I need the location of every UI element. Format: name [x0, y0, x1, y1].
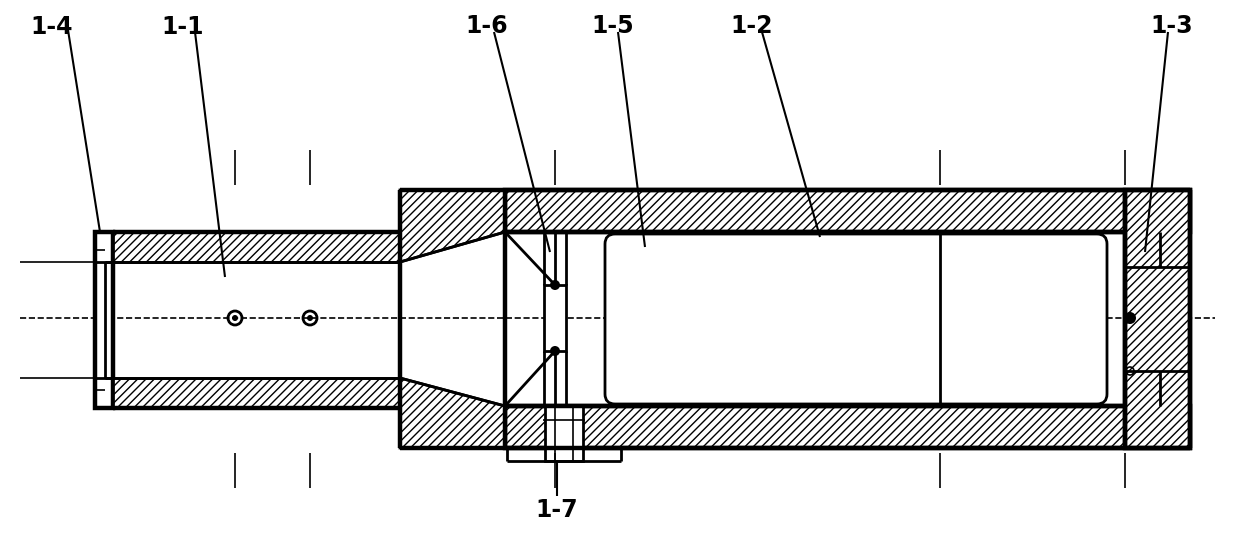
Text: 1-4: 1-4: [30, 15, 72, 39]
Polygon shape: [113, 378, 401, 408]
Circle shape: [1123, 312, 1136, 324]
Polygon shape: [401, 190, 505, 262]
Circle shape: [551, 280, 560, 290]
Text: 1-6: 1-6: [466, 14, 508, 38]
Bar: [546, 406, 583, 461]
Polygon shape: [505, 190, 1190, 232]
Bar: [95, 232, 113, 408]
Circle shape: [551, 346, 560, 356]
Polygon shape: [113, 232, 401, 262]
Text: 1-1: 1-1: [161, 15, 205, 39]
Circle shape: [308, 315, 312, 321]
Circle shape: [232, 315, 238, 321]
Bar: [544, 285, 565, 351]
Polygon shape: [505, 406, 1190, 448]
Polygon shape: [1125, 190, 1190, 448]
Text: 1-2: 1-2: [730, 14, 774, 38]
Polygon shape: [401, 378, 505, 448]
Text: 1-5: 1-5: [591, 14, 635, 38]
Text: 1-7: 1-7: [536, 498, 578, 522]
Text: 1-3: 1-3: [1149, 14, 1193, 38]
FancyBboxPatch shape: [605, 234, 1107, 404]
